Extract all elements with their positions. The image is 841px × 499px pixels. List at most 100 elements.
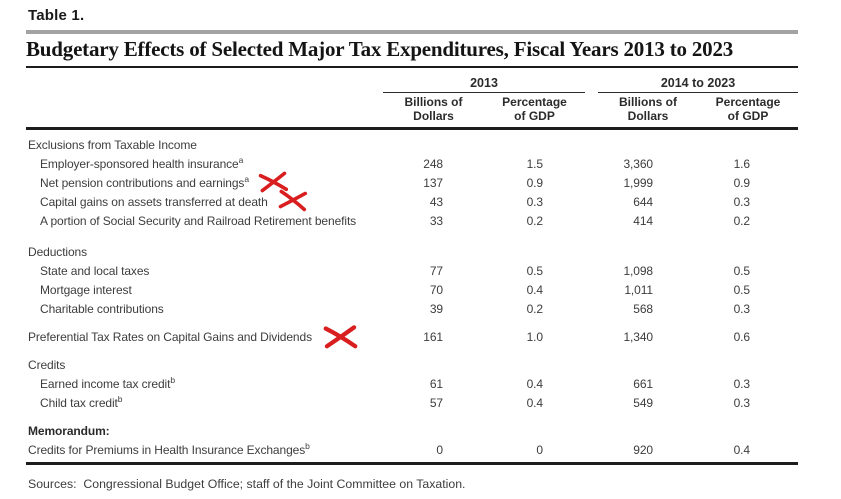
table-row: State and local taxes 77 0.5 1,098 0.5 [26,262,798,281]
table-row: Exclusions from Taxable Income [26,136,798,155]
value-cell [378,243,443,262]
row-label-text: Deductions [28,245,88,259]
table-row: Preferential Tax Rates on Capital Gains … [26,325,798,349]
value-cell: 1,098 [623,264,653,278]
row-label: Earned income tax creditb [26,375,378,394]
value-cell [378,422,443,441]
value-cell: 43 [429,195,443,209]
row-label: Capital gains on assets transferred at d… [26,189,378,213]
row-label-text: Child tax credit [40,396,118,410]
row-label: Employer-sponsored health insurancea [26,155,378,174]
header-line: of GDP [514,109,555,123]
header-line: Percentage [502,95,567,109]
table-row: Credits for Premiums in Health Insurance… [26,441,798,460]
table-title: Budgetary Effects of Selected Major Tax … [26,37,734,61]
value-cell: 39 [429,302,443,316]
header-line: Billions of [619,95,677,109]
value-cell [653,356,750,375]
bottom-rule [26,462,798,465]
table-row: Credits [26,356,798,375]
table-row: Memorandum: [26,422,798,441]
row-label: Net pension contributions and earningsa [26,171,378,194]
value-cell: 57 [429,396,443,410]
subcolumn-headers: Billions of Dollars Percentage of GDP [598,95,798,123]
value-cell [543,356,653,375]
column-group-label: 2013 [383,76,585,93]
row-label-text: Net pension contributions and earnings [40,176,245,191]
footnote-marker: b [305,441,310,451]
column-group-label: 2014 to 2023 [598,76,798,93]
value-cell: 0.3 [733,302,750,316]
value-cell: 70 [429,283,443,297]
row-label-text: Employer-sponsored health insurance [40,157,239,171]
row-label-text: Exclusions from Taxable Income [28,138,197,152]
value-cell: 1.0 [526,330,543,344]
value-cell: 920 [633,443,653,457]
row-label-text: Capital gains on assets transferred at d… [40,195,268,210]
value-cell: 3,360 [623,157,653,171]
table-row: Earned income tax creditb 61 0.4 661 0.3 [26,375,798,394]
row-label: State and local taxes [26,262,378,281]
row-spacer [26,413,798,422]
value-cell: 0.4 [733,443,750,457]
row-label: Credits for Premiums in Health Insurance… [26,441,378,460]
table-row: Net pension contributions and earningsa 1… [26,171,798,194]
value-cell [653,422,750,441]
row-label: Exclusions from Taxable Income [26,136,378,155]
value-cell: 414 [633,214,653,228]
value-cell: 1,999 [623,176,653,190]
column-header-billions-2013: Billions of Dollars [383,95,484,123]
value-cell: 644 [633,195,653,209]
row-label: Charitable contributions [26,300,378,319]
row-label-text: A portion of Social Security and Railroa… [40,214,357,228]
value-cell: 137 [423,176,443,190]
row-spacer [26,347,798,356]
value-cell [653,243,750,262]
value-cell: 1.5 [526,157,543,171]
row-label-text: Memorandum: [28,424,110,438]
table-number-label: Table 1. [28,7,85,24]
value-cell: 0.2 [526,302,543,316]
sources-note: Sources: Congressional Budget Office; st… [28,477,466,491]
row-label: Preferential Tax Rates on Capital Gains … [26,325,378,349]
row-label: Credits [26,356,378,375]
footnote-marker: a [238,155,244,165]
row-label-text: State and local taxes [40,264,150,278]
value-cell: 248 [423,157,443,171]
value-cell: 0 [536,443,543,457]
value-cell [378,136,443,155]
table-row: Capital gains on assets transferred at d… [26,189,798,213]
value-cell: 0.9 [526,176,543,190]
table-row: A portion of Social Security and Railroa… [26,212,798,231]
column-header-pct-gdp-2013: Percentage of GDP [484,95,585,123]
row-label: Deductions [26,243,378,262]
value-cell [378,356,443,375]
header-rule [26,127,798,130]
table-row: Employer-sponsored health insurancea 248 1… [26,155,798,174]
value-cell: 0.4 [526,377,543,391]
value-cell: 1,340 [623,330,653,344]
value-cell: 161 [423,330,443,344]
table-row: Mortgage interest 70 0.4 1,011 0.5 [26,281,798,300]
row-label-text: Earned income tax credit [40,377,171,391]
header-line: Percentage [715,95,781,109]
value-cell [653,136,750,155]
x-mark-annotation-icon [323,325,358,349]
row-label-text: Mortgage interest [40,283,132,297]
row-label: Child tax creditb [26,394,378,413]
value-cell [543,136,653,155]
value-cell: 549 [633,396,653,410]
row-spacer [26,319,798,328]
value-cell [443,422,543,441]
value-cell: 0.5 [733,283,750,297]
x-mark-annotation-icon [277,188,308,212]
footnote-marker: b [117,394,123,404]
value-cell: 0.2 [526,214,543,228]
value-cell: 61 [429,377,443,391]
value-cell: 0.4 [526,283,543,297]
x-mark-annotation-icon [258,171,289,193]
value-cell: 0.6 [733,330,750,344]
value-cell: 568 [633,302,653,316]
row-label: Memorandum: [26,422,378,441]
table-row: Charitable contributions 39 0.2 568 0.3 [26,300,798,319]
